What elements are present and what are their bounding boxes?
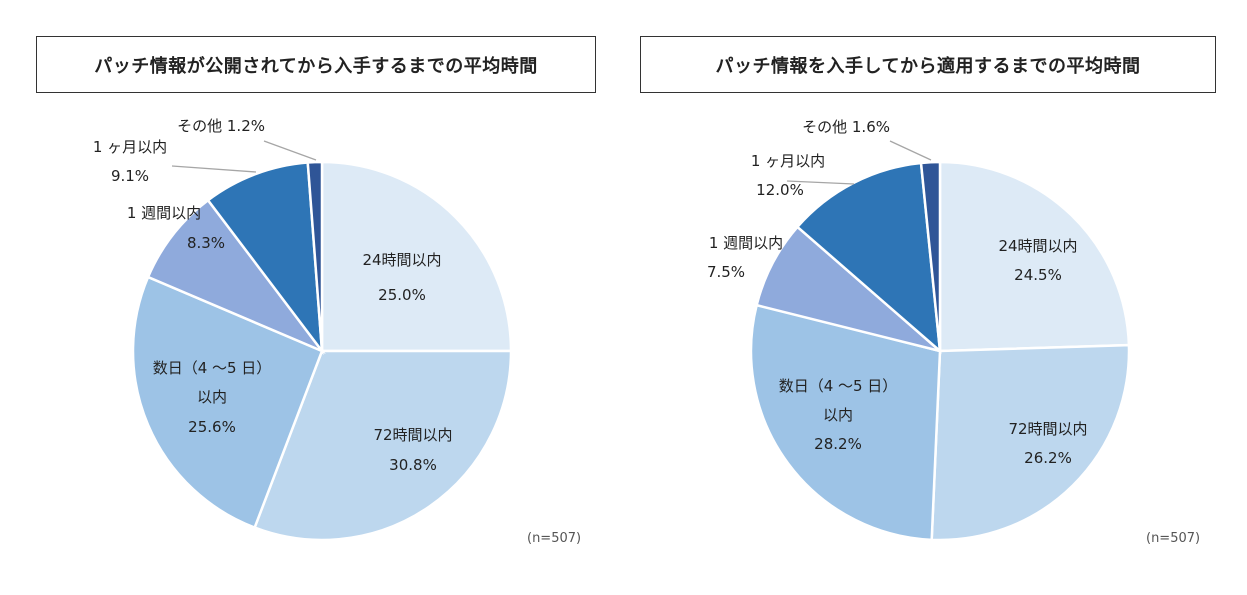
data-label: 28.2%: [814, 435, 862, 453]
pie-slice: [131, 275, 324, 530]
data-label: 25.6%: [188, 418, 236, 436]
pie-slice: [253, 349, 513, 542]
pie-slice: [206, 161, 324, 356]
data-label: 26.2%: [1024, 449, 1072, 467]
pie-slice: [320, 160, 513, 353]
leader-line: [263, 140, 317, 161]
slice-label: 1 週間以内: [709, 234, 783, 252]
slice-label: その他 1.2%: [177, 117, 265, 135]
pie-chart: 24時間以内 24.5% 72時間以内 26.2% 数日（4 ～5 日） 以内 28.2% 1…: [707, 118, 1131, 542]
chart-title: パッチ情報が公開されてから入手するまでの平均時間: [36, 36, 596, 93]
data-label: 8.3%: [187, 234, 225, 252]
pie-chart: 24時間以内 25.0% 72時間以内 30.8% 数日（4 ～5 日） 以内 25.6% 1…: [93, 117, 513, 542]
pie-slice: [749, 303, 942, 542]
leader-line: [171, 165, 257, 173]
data-label: 30.8%: [389, 456, 437, 474]
pie-slice: [930, 343, 1131, 542]
leader-line: [889, 140, 932, 161]
sample-size-note: (n=507): [1146, 531, 1201, 546]
chart-panel-right: パッチ情報を入手してから適用するまでの平均時間 24時間以内 24.5% 72時間以…: [618, 0, 1218, 595]
slice-label: 以内: [823, 406, 853, 424]
slice-label: 24時間以内: [998, 237, 1077, 255]
slice-label: 72時間以内: [373, 426, 452, 444]
slice-label: その他 1.6%: [802, 118, 890, 136]
slice-label: 1 ヶ月以内: [93, 138, 167, 156]
data-label: 25.0%: [378, 286, 426, 304]
data-label: 24.5%: [1014, 266, 1062, 284]
chart-title: パッチ情報を入手してから適用するまでの平均時間: [640, 36, 1216, 93]
pie-slice: [306, 160, 324, 352]
slice-label: 数日（4 ～5 日）: [779, 377, 898, 395]
slice-label: 1 週間以内: [127, 204, 201, 222]
pie-slice: [938, 160, 1131, 353]
slice-label: 24時間以内: [362, 251, 441, 269]
slice-label: 72時間以内: [1008, 420, 1087, 438]
pie-slice: [146, 198, 326, 354]
slice-label: 数日（4 ～5 日）: [153, 359, 272, 377]
data-label: 7.5%: [707, 263, 745, 281]
leader-line: [786, 180, 855, 185]
slice-label: 以内: [197, 388, 227, 406]
sample-size-note: (n=507): [527, 531, 582, 546]
data-label: 12.0%: [756, 181, 804, 199]
pie-slice: [919, 160, 942, 352]
chart-panel-left: パッチ情報が公開されてから入手するまでの平均時間 24時間以内 25.0% 72時間…: [0, 0, 600, 595]
slice-label: 1 ヶ月以内: [751, 152, 825, 170]
pie-slice: [795, 161, 942, 355]
data-label: 9.1%: [111, 167, 149, 185]
